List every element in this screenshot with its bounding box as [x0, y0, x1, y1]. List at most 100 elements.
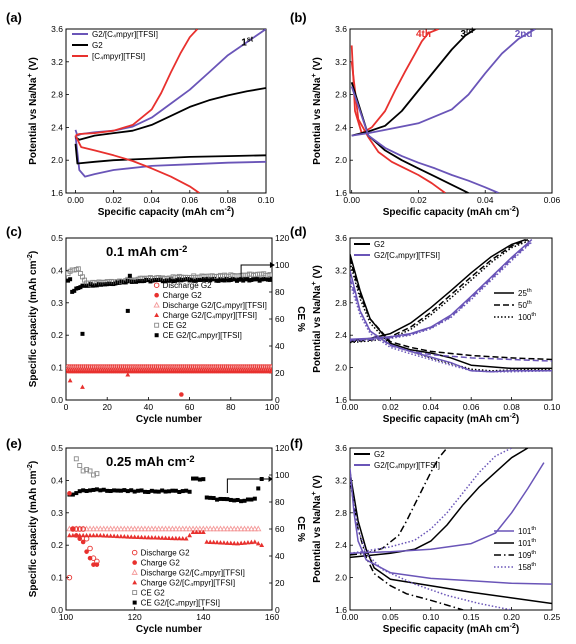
- y-tick-label: 0.1: [51, 363, 63, 373]
- point-ce-g2: [94, 471, 100, 477]
- x-tick-label: 0.04: [143, 195, 160, 205]
- point-ce-mix: [228, 497, 233, 502]
- point-charge-mix: [118, 533, 124, 539]
- x-axis-label: Specific capacity (mAh cm-2): [383, 204, 519, 218]
- point-charge-mix: [228, 540, 234, 546]
- y2-axis-label: CE %: [295, 306, 306, 332]
- point-discharge-mix: [110, 525, 118, 532]
- point-ce-mix: [239, 277, 244, 282]
- point-discharge-mix: [237, 525, 245, 532]
- legend-marker: [131, 549, 138, 556]
- y-tick-label: 3.2: [335, 265, 347, 275]
- point-ce-mix: [175, 278, 180, 283]
- point-charge-mix: [80, 384, 85, 389]
- x-tick-label: 0.06: [463, 402, 480, 412]
- point-ce-mix: [153, 489, 158, 494]
- point-ce-mix: [235, 497, 240, 502]
- point-charge-mix: [252, 539, 258, 544]
- series-line: [74, 29, 266, 137]
- y2-tick-label: 20: [275, 368, 285, 378]
- panel-label: (e): [6, 436, 22, 451]
- series-line: [75, 29, 199, 137]
- legend-label: Charge G2: [163, 291, 203, 300]
- x-tick-label: 20: [102, 402, 112, 412]
- point-charge-mix: [125, 534, 131, 539]
- cycle-label: 3rd: [460, 26, 473, 40]
- y-tick-label: 2.0: [335, 363, 347, 373]
- y2-tick-label: 60: [275, 314, 285, 324]
- point-charge-mix: [70, 532, 76, 538]
- style-legend-label: 158th: [518, 562, 536, 572]
- point-charge-mix: [207, 539, 213, 544]
- style-legend: 101th 101th 109th 158th: [494, 526, 536, 572]
- x-tick-label: 0.15: [463, 612, 480, 622]
- point-discharge-mix: [148, 525, 155, 532]
- y2-tick-label: 20: [275, 578, 285, 588]
- point-ce-mix: [234, 278, 239, 283]
- point-ce-mix: [180, 489, 185, 494]
- point-ce-g2: [80, 468, 86, 474]
- legend-label: G2/[C₄mpyr][TFSI]: [92, 30, 158, 39]
- point-ce-mix: [256, 486, 261, 491]
- x-tick-label: 80: [226, 402, 236, 412]
- point-charge-g2: [77, 536, 83, 542]
- series-line: [350, 472, 552, 605]
- point-ce-mix: [98, 488, 103, 493]
- point-ce-mix: [132, 489, 137, 494]
- point-ce-mix: [123, 280, 128, 285]
- point-ce-mix: [251, 277, 256, 282]
- point-ce-mix: [77, 489, 82, 494]
- point-ce-mix: [138, 278, 143, 283]
- legend-marker: [132, 600, 137, 605]
- x-tick-label: 0.00: [342, 612, 359, 622]
- legend-label: Discharge G2: [163, 281, 212, 290]
- y-tick-label: 2.0: [335, 155, 347, 165]
- style-legend-label: 50th: [518, 300, 532, 310]
- point-charge-mix: [67, 532, 72, 538]
- point-ce-mix: [154, 278, 159, 283]
- x-tick-label: 0.06: [182, 195, 199, 205]
- axis-arrow: [226, 478, 269, 494]
- series-line: [350, 480, 464, 610]
- point-ce-mix: [76, 286, 81, 291]
- point-ce-mix: [94, 487, 99, 492]
- point-ce-mix: [194, 476, 199, 481]
- point-ce-mix: [197, 477, 202, 482]
- style-legend-label: 101th: [518, 526, 536, 536]
- point-ce-mix: [146, 278, 151, 283]
- point-ce-mix: [74, 286, 79, 291]
- point-discharge-mix: [176, 525, 183, 532]
- series-line: [350, 86, 499, 193]
- point-charge-mix: [214, 539, 220, 545]
- y2-tick-label: 100: [275, 260, 289, 270]
- point-charge-mix: [166, 535, 172, 540]
- point-discharge-mix: [104, 525, 111, 532]
- y2-tick-label: 60: [275, 524, 285, 534]
- point-ce-mix: [103, 282, 108, 287]
- legend-marker: [153, 301, 160, 308]
- point-charge-mix: [139, 534, 144, 540]
- point-discharge-mix: [114, 525, 121, 532]
- legend: G2 G2/[C₄mpyr][TFSI]: [354, 240, 440, 260]
- point-ce-mix: [142, 278, 147, 283]
- style-legend: 25th 50th 100th: [494, 288, 536, 322]
- point-ce-mix: [177, 489, 182, 494]
- point-charge-mix: [163, 535, 168, 540]
- plot-frame: [349, 237, 553, 401]
- point-discharge-mix: [86, 525, 94, 532]
- point-ce-mix: [252, 496, 257, 501]
- y-axis-label: Specific capacity (mAh cm-2): [25, 461, 39, 597]
- point-ce-mix: [181, 277, 186, 282]
- point-charge-mix: [108, 533, 114, 538]
- point-charge-mix: [149, 535, 155, 540]
- point-charge-mix: [135, 534, 141, 540]
- point-ce-mix: [173, 278, 178, 283]
- series-line: [350, 238, 526, 342]
- plot-frame: [349, 447, 553, 611]
- legend-label: Charge G2: [141, 559, 181, 568]
- point-ce-g2: [73, 456, 79, 462]
- x-tick-label: 0: [64, 402, 69, 412]
- point-charge-mix: [125, 372, 131, 377]
- point-ce-mix: [263, 276, 268, 281]
